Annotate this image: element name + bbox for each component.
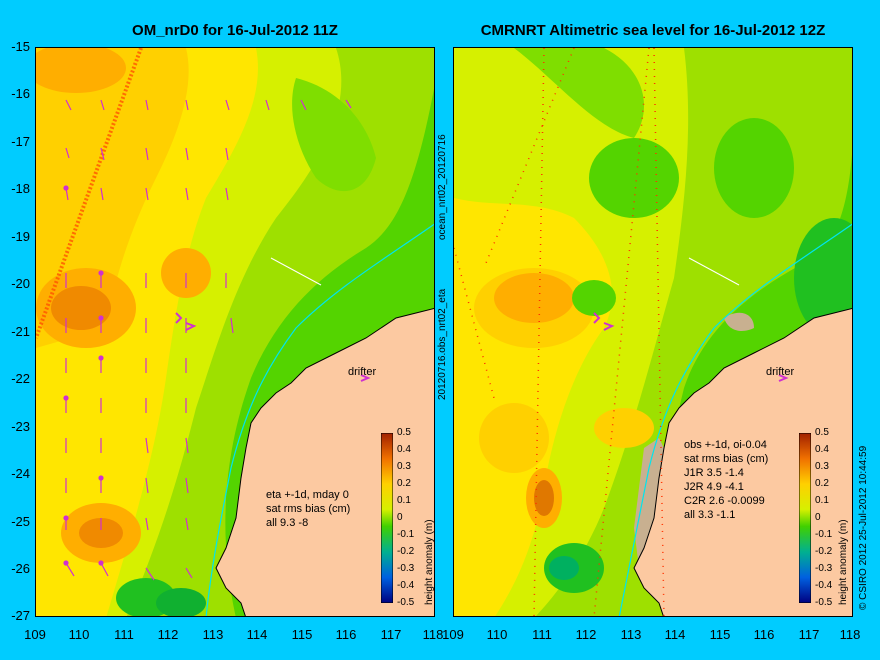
left-map-svg bbox=[36, 48, 434, 616]
x-tick: 110 bbox=[68, 627, 90, 642]
y-tick: -26 bbox=[11, 561, 30, 576]
colorbar-tick: -0.4 bbox=[815, 580, 833, 591]
x-tick: 113 bbox=[202, 627, 224, 642]
satellite-tracks bbox=[454, 48, 665, 616]
left-map-panel: drifter eta +-1d, mday 0 sat rms bias (c… bbox=[35, 47, 435, 617]
right-side-copyright-label: © CSIRO 2012 25-Jul-2012 10:44:59 bbox=[858, 445, 869, 610]
left-colorbar bbox=[381, 433, 393, 603]
x-tick: 113 bbox=[620, 627, 642, 642]
right-map-panel: drifter obs +-1d, oi-0.04 sat rms bias (… bbox=[453, 47, 853, 617]
right-colorbar bbox=[799, 433, 811, 603]
middle-bottom-side-label: 20120716.obs_nrt02_eta bbox=[437, 288, 448, 400]
y-tick: -20 bbox=[11, 276, 30, 291]
right-info-line: all 3.3 -1.1 bbox=[684, 509, 736, 521]
colorbar-tick: -0.5 bbox=[397, 597, 415, 608]
right-drifter-label: drifter bbox=[766, 366, 795, 378]
x-tick: 112 bbox=[575, 627, 597, 642]
x-tick: 111 bbox=[114, 627, 134, 642]
y-tick: -16 bbox=[11, 86, 30, 101]
x-tick: 109 bbox=[24, 627, 46, 642]
colorbar-tick: -0.5 bbox=[815, 597, 833, 608]
y-tick: -21 bbox=[11, 324, 30, 339]
y-tick: -15 bbox=[11, 39, 30, 54]
colorbar-tick: 0.4 bbox=[397, 444, 411, 455]
right-panel-title: CMRNRT Altimetric sea level for 16-Jul-2… bbox=[480, 22, 826, 39]
colorbar-tick: -0.2 bbox=[397, 546, 415, 557]
middle-top-side-label: ocean_nrt02_20120716 bbox=[437, 134, 448, 240]
y-tick: -25 bbox=[11, 514, 30, 529]
right-info-line: J2R 4.9 -4.1 bbox=[684, 481, 744, 493]
right-info-line: obs +-1d, oi-0.04 bbox=[684, 439, 767, 451]
x-tick: 109 bbox=[442, 627, 464, 642]
y-tick: -19 bbox=[11, 229, 30, 244]
colorbar-tick: -0.2 bbox=[815, 546, 833, 557]
land-mass bbox=[634, 308, 852, 616]
velocity-arrows bbox=[63, 99, 352, 581]
right-info-line: J1R 3.5 -1.4 bbox=[684, 467, 744, 479]
x-tick: 112 bbox=[157, 627, 179, 642]
left-info-line: sat rms bias (cm) bbox=[266, 503, 351, 515]
colorbar-tick: 0.5 bbox=[397, 427, 411, 438]
left-drifter-label: drifter bbox=[348, 366, 377, 378]
y-tick: -24 bbox=[11, 466, 30, 481]
left-panel-title: OM_nrD0 for 16-Jul-2012 11Z bbox=[132, 22, 338, 39]
colorbar-tick: 0.1 bbox=[397, 495, 411, 506]
x-tick: 118 bbox=[839, 627, 861, 642]
x-tick: 117 bbox=[798, 627, 820, 642]
colorbar-tick: 0.2 bbox=[397, 478, 411, 489]
right-info-line: sat rms bias (cm) bbox=[684, 453, 769, 465]
colorbar-tick: -0.1 bbox=[815, 529, 833, 540]
y-tick: -17 bbox=[11, 134, 30, 149]
y-tick: -27 bbox=[11, 608, 30, 623]
left-info-line: eta +-1d, mday 0 bbox=[266, 489, 349, 501]
colorbar-tick: 0.2 bbox=[815, 478, 829, 489]
right-info-line: C2R 2.6 -0.0099 bbox=[684, 495, 765, 507]
x-tick: 111 bbox=[532, 627, 552, 642]
x-tick: 116 bbox=[335, 627, 357, 642]
y-tick: -18 bbox=[11, 181, 30, 196]
left-info-line: all 9.3 -8 bbox=[266, 517, 309, 529]
x-tick: 115 bbox=[291, 627, 313, 642]
y-tick: -23 bbox=[11, 419, 30, 434]
right-map-svg bbox=[454, 48, 852, 616]
colorbar-tick: 0 bbox=[815, 512, 821, 523]
left-info-box: eta +-1d, mday 0 sat rms bias (cm) all 9… bbox=[266, 488, 350, 530]
colorbar-tick: 0.5 bbox=[815, 427, 829, 438]
colorbar-tick: -0.3 bbox=[815, 563, 833, 574]
colorbar-tick: 0 bbox=[397, 512, 403, 523]
x-tick: 115 bbox=[709, 627, 731, 642]
right-colorbar-label: height anomaly (m) bbox=[838, 519, 849, 605]
colorbar-tick: 0.4 bbox=[815, 444, 829, 455]
colorbar-tick: -0.3 bbox=[397, 563, 415, 574]
x-tick: 110 bbox=[486, 627, 508, 642]
x-tick: 114 bbox=[664, 627, 686, 642]
colorbar-tick: 0.3 bbox=[397, 461, 411, 472]
x-tick: 118 bbox=[422, 627, 444, 642]
colorbar-tick: 0.3 bbox=[815, 461, 829, 472]
y-tick: -22 bbox=[11, 371, 30, 386]
left-colorbar-label: height anomaly (m) bbox=[424, 519, 435, 605]
x-tick: 114 bbox=[246, 627, 268, 642]
colorbar-tick: -0.1 bbox=[397, 529, 415, 540]
colorbar-tick: -0.4 bbox=[397, 580, 415, 591]
right-info-box: obs +-1d, oi-0.04 sat rms bias (cm) J1R … bbox=[684, 438, 768, 522]
x-tick: 116 bbox=[753, 627, 775, 642]
x-tick: 117 bbox=[380, 627, 402, 642]
land-mass bbox=[216, 308, 434, 616]
colorbar-tick: 0.1 bbox=[815, 495, 829, 506]
